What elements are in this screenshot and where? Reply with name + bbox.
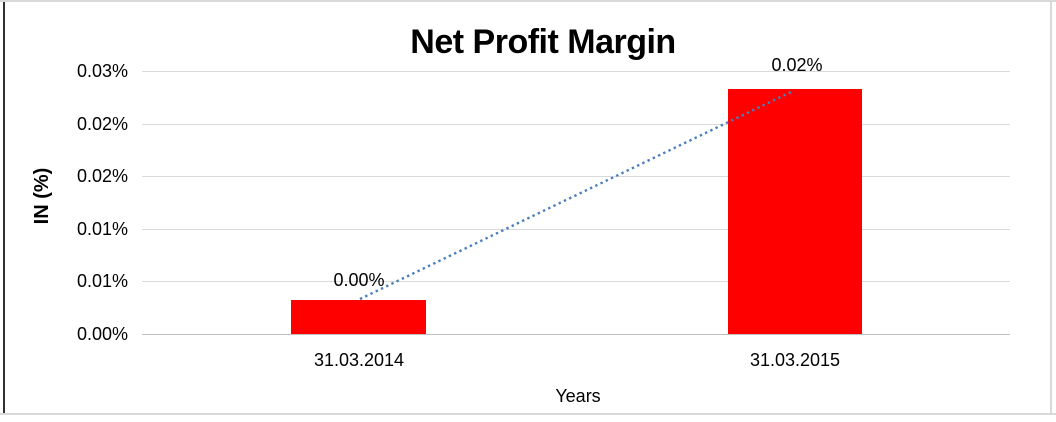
gridline — [142, 71, 1010, 72]
x-tick-label-2014: 31.03.2014 — [313, 350, 405, 370]
x-tick-label-2015: 31.03.2015 — [749, 350, 841, 370]
gridline — [142, 176, 1010, 177]
frame-border-right — [1050, 0, 1052, 415]
gridline — [142, 281, 1010, 282]
y-tick-label: 0.02% — [76, 166, 128, 186]
frame-border-left — [3, 2, 5, 413]
bar-2015 — [728, 89, 862, 334]
y-tick-label: 0.02% — [76, 114, 128, 134]
bar-data-label-2015: 0.02% — [771, 55, 823, 75]
x-axis-line — [142, 334, 1010, 335]
y-tick-label: 0.01% — [76, 219, 128, 239]
y-tick-label: 0.00% — [76, 324, 128, 344]
gridline — [142, 229, 1010, 230]
y-tick-label: 0.03% — [76, 61, 128, 81]
frame-border-top — [0, 0, 1056, 2]
gridline — [142, 124, 1010, 125]
x-axis-title: Years — [555, 386, 601, 406]
bar-2014 — [291, 300, 426, 334]
frame-border-bottom — [0, 413, 1056, 415]
chart-title: Net Profit Margin — [410, 23, 676, 61]
bar-data-label-2014: 0.00% — [333, 270, 385, 290]
y-tick-label: 0.01% — [76, 271, 128, 291]
